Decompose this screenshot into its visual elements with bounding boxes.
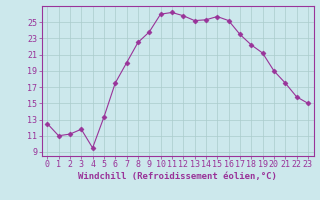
X-axis label: Windchill (Refroidissement éolien,°C): Windchill (Refroidissement éolien,°C) (78, 172, 277, 181)
